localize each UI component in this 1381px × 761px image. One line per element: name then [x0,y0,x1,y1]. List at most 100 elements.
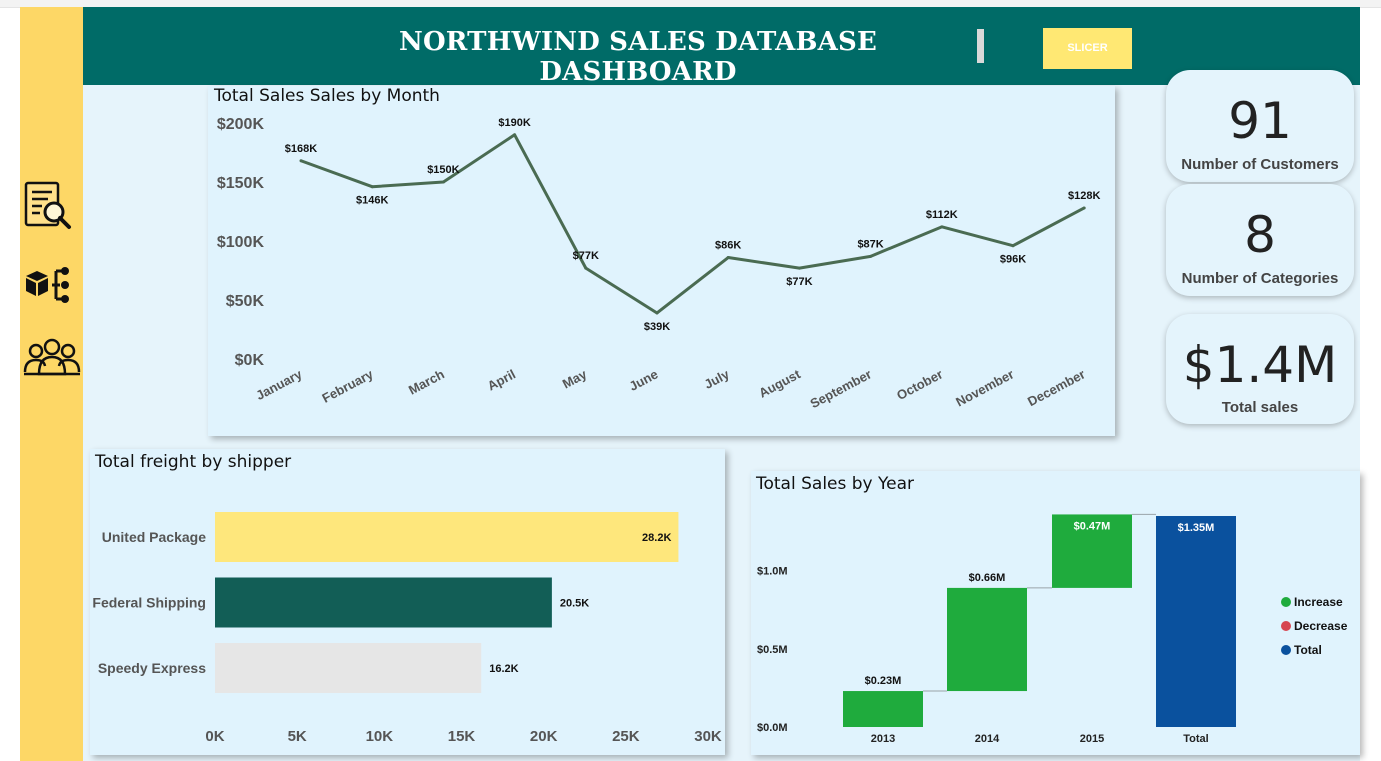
legend-marker [1281,645,1291,655]
data-point [584,266,588,270]
total-sales-card: $1.4M Total sales [1166,314,1354,424]
x-tick-label: February [319,366,376,406]
data-point [1082,206,1086,210]
freight-title: Total freight by shipper [95,452,292,472]
data-point [655,311,659,315]
y-tick-label: $200K [217,116,265,133]
x-tick-label: 0K [205,728,224,745]
data-label: $96K [1000,254,1026,266]
customers-value: 91 [1228,92,1292,150]
y-tick-label: $100K [217,234,265,251]
total-sales-value: $1.4M [1182,336,1338,394]
y-tick-label: $50K [226,293,265,310]
y-tick-label: $1.0M [757,566,788,578]
x-tick-label: 10K [366,728,394,745]
freight-chart: United Package 28.2K Federal Shipping 20.5K… [92,512,722,745]
data-label: $77K [786,276,812,288]
data-point [441,180,445,184]
people-group-icon[interactable] [22,336,81,388]
monthly-sales-panel: Total Sales Sales by Month $0K $50K $100K $… [208,86,1115,436]
x-tick-label: 15K [448,728,476,745]
legend-marker [1281,621,1291,631]
header-divider [977,29,984,63]
legend-marker [1281,597,1291,607]
waterfall-bar [947,587,1027,692]
x-tick-label: Total [1183,733,1208,745]
document-search-icon[interactable] [22,180,74,232]
data-label: $39K [644,321,670,333]
yearly-sales-chart: $0.0M $0.5M $1.0M $0.23M 2013 $0.66M 2014 $0.47… [757,513,1348,745]
x-tick-label: 20K [530,728,558,745]
legend-label: Decrease [1294,619,1348,633]
x-tick-label: 5K [288,728,307,745]
waterfall-bar [1052,514,1132,588]
data-point [299,159,303,163]
data-label: $168K [285,143,317,155]
customers-label: Number of Customers [1181,156,1339,173]
bar-value-label: 16.2K [489,663,518,675]
y-tick-label: $0K [235,352,265,369]
data-label: $112K [926,209,958,221]
data-point [370,185,374,189]
categories-value: 8 [1244,206,1276,264]
header-banner: NORTHWIND SALES DATABASE DASHBOARD SLICE… [83,7,1360,87]
x-tick-label: July [702,366,733,392]
data-point [797,266,801,270]
page-title: NORTHWIND SALES DATABASE DASHBOARD [398,27,878,87]
yearly-sales-panel: Total Sales by Year $0.0M $0.5M $1.0M $0.23… [751,471,1360,755]
data-label: $87K [857,238,883,250]
data-point [869,254,873,258]
x-tick-label: 2013 [871,733,895,745]
y-tick-label: $0.0M [757,722,788,734]
x-tick-label: December [1025,366,1088,409]
data-label: $146K [356,195,388,207]
legend-label: Increase [1294,595,1343,609]
monthly-sales-chart: $0K $50K $100K $150K $200K $168K January $146K F… [217,116,1101,411]
data-point [726,256,730,260]
x-tick-label: 25K [612,728,640,745]
customers-card: 91 Number of Customers [1166,70,1354,182]
data-point [513,133,517,137]
category-label: United Package [102,529,206,545]
waterfall-bar [1156,516,1236,727]
bar-value-label: 28.2K [642,532,671,544]
x-tick-label: 2015 [1080,733,1104,745]
sales-line [300,133,1085,315]
y-tick-label: $0.5M [757,644,788,656]
x-tick-label: November [953,366,1016,409]
data-point [940,225,944,229]
x-tick-label: September [808,366,874,411]
freight-panel: Total freight by shipper United Package 2… [90,449,725,755]
y-tick-label: $150K [217,175,265,192]
x-tick-label: March [406,366,447,397]
total-sales-label: Total sales [1221,399,1299,416]
bar-value-label: $1.35M [1178,522,1215,534]
legend-label: Total [1294,643,1322,657]
categories-label: Number of Categories [1181,270,1339,287]
sidebar [20,7,83,761]
x-tick-label: 30K [694,728,722,745]
freight-bar [215,512,679,562]
x-tick-label: 2014 [975,733,1000,745]
data-label: $190K [498,117,530,129]
bar-value-label: $0.23M [865,675,902,687]
hierarchy-icon[interactable] [22,262,74,314]
x-tick-label: June [627,366,661,393]
data-label: $150K [427,164,459,176]
freight-bar [215,577,552,628]
x-tick-label: May [560,366,590,391]
freight-bar [215,643,482,693]
data-label: $86K [715,240,741,252]
yearly-sales-title: Total Sales by Year [756,474,915,494]
waterfall-bar [843,691,923,727]
slicer-button[interactable]: SLICER [1043,28,1132,69]
x-tick-label: January [253,366,305,403]
x-tick-label: April [485,366,518,393]
monthly-sales-title: Total Sales Sales by Month [214,86,440,106]
data-point [1011,244,1015,248]
bar-value-label: $0.47M [1074,520,1111,532]
category-label: Federal Shipping [92,595,206,611]
bar-value-label: $0.66M [969,572,1006,584]
data-label: $128K [1068,190,1100,202]
categories-card: 8 Number of Categories [1166,184,1354,296]
